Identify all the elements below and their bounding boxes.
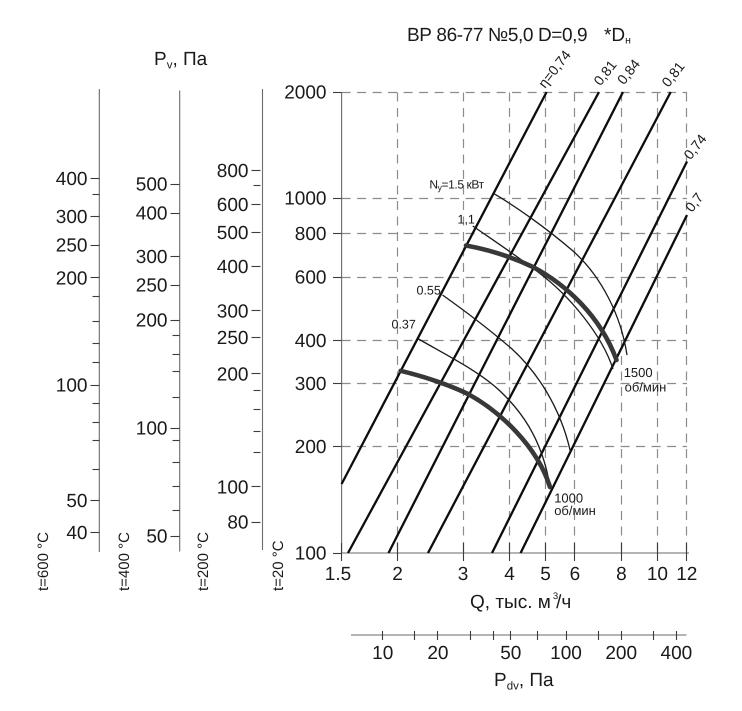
svg-text:Nу=1.5 кВт: Nу=1.5 кВт xyxy=(429,177,484,192)
svg-text:100: 100 xyxy=(56,376,88,397)
svg-text:6: 6 xyxy=(570,564,581,585)
svg-text:400: 400 xyxy=(661,643,693,664)
svg-text:0.37: 0.37 xyxy=(392,318,416,332)
svg-text:100: 100 xyxy=(217,477,249,498)
svg-text:300: 300 xyxy=(56,207,88,228)
svg-text:100: 100 xyxy=(550,643,582,664)
svg-text:1.5: 1.5 xyxy=(325,564,351,585)
svg-text:t=400 °C: t=400 °C xyxy=(116,532,133,591)
svg-text:40: 40 xyxy=(66,523,87,544)
svg-text:100: 100 xyxy=(295,544,327,565)
svg-text:t=20 °C: t=20 °C xyxy=(270,540,287,591)
svg-text:Q, тыс. м3/ч: Q, тыс. м 3/ч xyxy=(470,591,571,613)
svg-text:50: 50 xyxy=(146,527,167,548)
svg-text:10: 10 xyxy=(372,643,393,664)
svg-text:500: 500 xyxy=(136,175,168,196)
svg-text:200: 200 xyxy=(217,364,249,385)
svg-text:200: 200 xyxy=(56,268,88,289)
svg-text:2000: 2000 xyxy=(284,83,326,104)
svg-text:400: 400 xyxy=(295,331,327,352)
svg-text:8: 8 xyxy=(616,564,627,585)
svg-text:250: 250 xyxy=(217,328,249,349)
svg-text:400: 400 xyxy=(136,204,168,225)
svg-text:10: 10 xyxy=(647,564,668,585)
svg-text:1000: 1000 xyxy=(284,189,326,210)
svg-text:600: 600 xyxy=(217,195,249,216)
svg-text:1,1: 1,1 xyxy=(458,213,475,227)
svg-text:2: 2 xyxy=(392,564,403,585)
svg-text:80: 80 xyxy=(227,513,248,534)
svg-text:Pv, Па: Pv, Па xyxy=(154,49,208,72)
svg-text:250: 250 xyxy=(136,276,168,297)
svg-text:3: 3 xyxy=(458,564,469,585)
svg-text:100: 100 xyxy=(136,419,168,440)
svg-text:250: 250 xyxy=(56,236,88,257)
svg-text:50: 50 xyxy=(500,643,521,664)
svg-text:1000: 1000 xyxy=(554,490,583,505)
svg-text:0.55: 0.55 xyxy=(417,284,441,298)
svg-text:400: 400 xyxy=(217,257,249,278)
svg-text:400: 400 xyxy=(56,169,88,190)
svg-text:200: 200 xyxy=(295,437,327,458)
svg-text:300: 300 xyxy=(136,247,168,268)
svg-text:об/мин: об/мин xyxy=(625,380,667,395)
svg-text:t=600 °C: t=600 °C xyxy=(35,532,52,591)
svg-text:500: 500 xyxy=(217,223,249,244)
svg-text:20: 20 xyxy=(427,643,448,664)
svg-text:5: 5 xyxy=(540,564,551,585)
svg-text:ВР 86-77 №5,0 D=0,9: ВР 86-77 №5,0 D=0,9 xyxy=(407,25,587,46)
svg-text:300: 300 xyxy=(295,374,327,395)
svg-text:300: 300 xyxy=(217,301,249,322)
svg-text:1500: 1500 xyxy=(624,365,653,380)
svg-text:об/мин: об/мин xyxy=(554,503,596,518)
svg-text:600: 600 xyxy=(295,268,327,289)
svg-text:Pdv, Па: Pdv, Па xyxy=(494,670,554,693)
svg-text:800: 800 xyxy=(217,161,249,182)
svg-text:800: 800 xyxy=(295,224,327,245)
svg-text:200: 200 xyxy=(136,311,168,332)
svg-text:12: 12 xyxy=(676,564,697,585)
svg-text:*Dн: *Dн xyxy=(604,25,631,47)
svg-text:200: 200 xyxy=(605,643,637,664)
svg-text:50: 50 xyxy=(66,491,87,512)
svg-text:4: 4 xyxy=(504,564,515,585)
svg-text:t=200 °C: t=200 °C xyxy=(195,532,212,591)
